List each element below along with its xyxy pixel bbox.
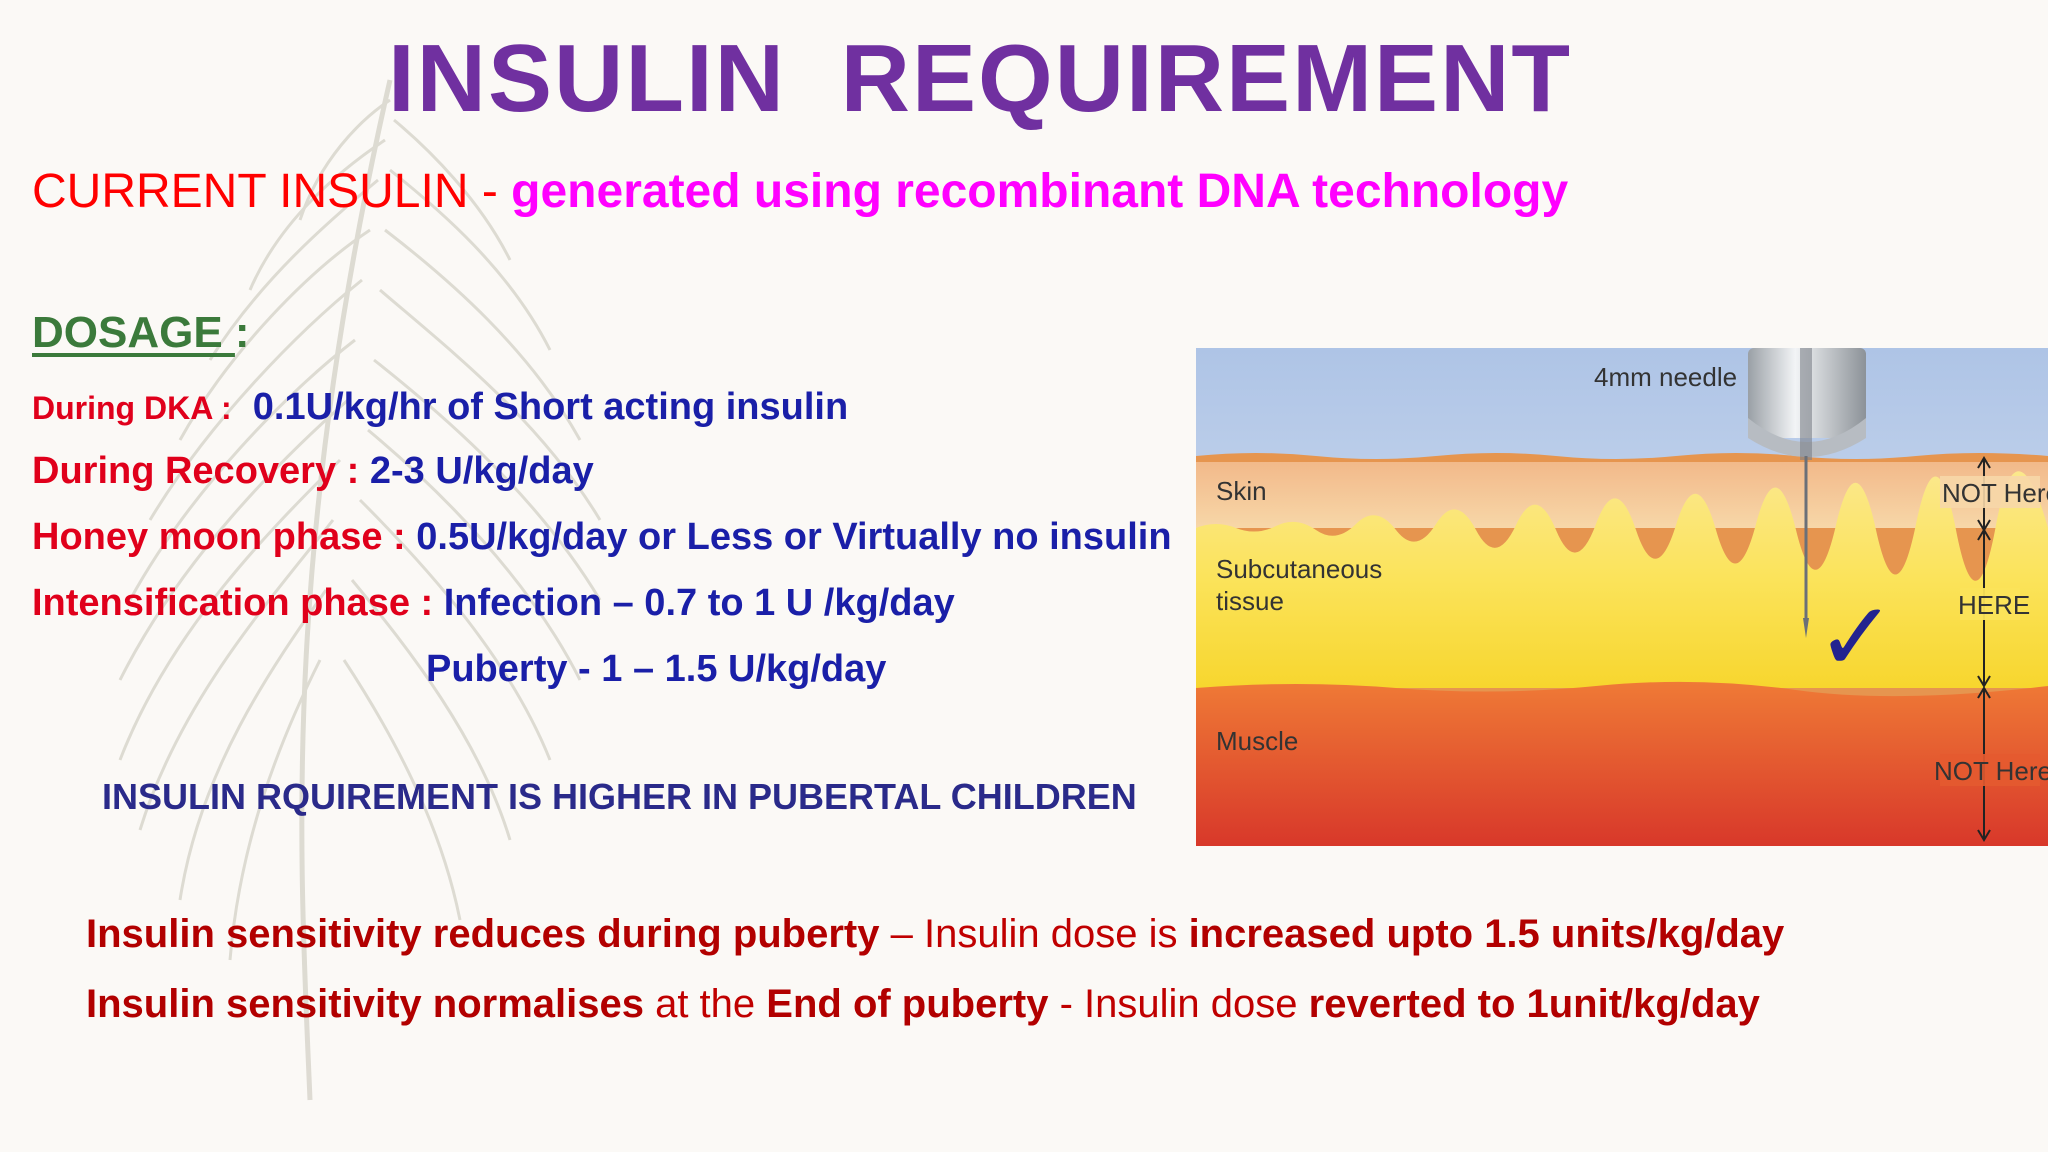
muscle-label: Muscle [1216,726,1298,756]
dosage-row-value: Puberty - 1 – 1.5 U/kg/day [426,648,887,690]
injection-depth-diagram: 4mm needle Skin Subcutaneous tissue Musc… [1196,348,2048,846]
needle-label: 4mm needle [1594,362,1737,392]
current-insulin-line: CURRENT INSULIN - generated using recomb… [32,164,1568,219]
dosage-row-label: During Recovery : [32,450,370,492]
bottom-line-1-part3: increased upto 1.5 units/kg/day [1188,912,1785,956]
dosage-heading: DOSAGE : [32,308,250,358]
current-insulin-label: CURRENT INSULIN [32,165,469,218]
label-backdrop-top [1940,476,2040,508]
bottom-line-1: Insulin sensitivity reduces during puber… [86,912,1784,957]
bottom-line-1-part2: – Insulin dose is [879,912,1189,956]
pubertal-note: INSULIN RQUIREMENT IS HIGHER IN PUBERTAL… [102,776,1137,817]
dosage-row-dka: During DKA : 0.1U/kg/hr of Short acting … [32,386,848,429]
label-backdrop-bottom [1940,754,2040,786]
label-backdrop-mid [1960,588,2020,620]
current-insulin-separator: - [468,165,512,218]
bottom-line-2-part1: Insulin sensitivity normalises [86,982,644,1026]
bottom-line-2-part5: reverted to 1unit/kg/day [1308,982,1760,1026]
dosage-row-recovery: During Recovery : 2-3 U/kg/day [32,450,594,493]
here-label: HERE [1958,590,2030,620]
dosage-row-honeymoon: Honey moon phase : 0.5U/kg/day or Less o… [32,516,1172,559]
checkmark-icon: ✓ [1816,581,1896,693]
bottom-line-2-part3: End of puberty [766,982,1049,1026]
dosage-row-value: 0.1U/kg/hr of Short acting insulin [252,386,849,428]
dosage-row-label: Intensification phase : [32,582,444,624]
subcutaneous-label-line1: Subcutaneous [1216,554,1382,584]
feather-decoration-icon [118,79,602,1101]
pen-needle-tip [1748,418,1866,457]
current-insulin-text: generated using recombinant DNA technolo… [511,165,1569,218]
bottom-line-2-part4: - Insulin dose [1048,982,1309,1026]
dosage-row-value: Infection – 0.7 to 1 U /kg/day [443,582,955,624]
bottom-line-1-part1: Insulin sensitivity reduces during puber… [86,912,880,956]
dosage-heading-colon: : [234,308,250,357]
bottom-line-2-part2: at the [643,982,767,1026]
subcutaneous-layer [1196,471,2048,688]
bottom-line-2: Insulin sensitivity normalises at the En… [86,982,1760,1027]
not-here-bottom-label: NOT Here [1934,756,2048,786]
page-title: INSULIN REQUIREMENT [388,25,1573,132]
dosage-row-value: 2-3 U/kg/day [369,450,594,492]
dosage-row-value: 0.5U/kg/day or Less or Virtually no insu… [416,516,1172,558]
dosage-row-puberty: Puberty - 1 – 1.5 U/kg/day [426,648,886,691]
needle-point [1803,618,1809,638]
subcutaneous-label-line2: tissue [1216,586,1284,616]
dosage-row-label: During DKA : [32,390,232,426]
dosage-row-label: Honey moon phase : [32,516,417,558]
needle-hub [1800,348,1812,460]
not-here-top-label: NOT Here [1942,478,2048,508]
dosage-heading-word: DOSAGE [32,308,235,357]
skin-label: Skin [1216,476,1267,506]
muscle-layer [1196,681,2048,846]
dosage-row-intensification: Intensification phase : Infection – 0.7 … [32,582,955,625]
